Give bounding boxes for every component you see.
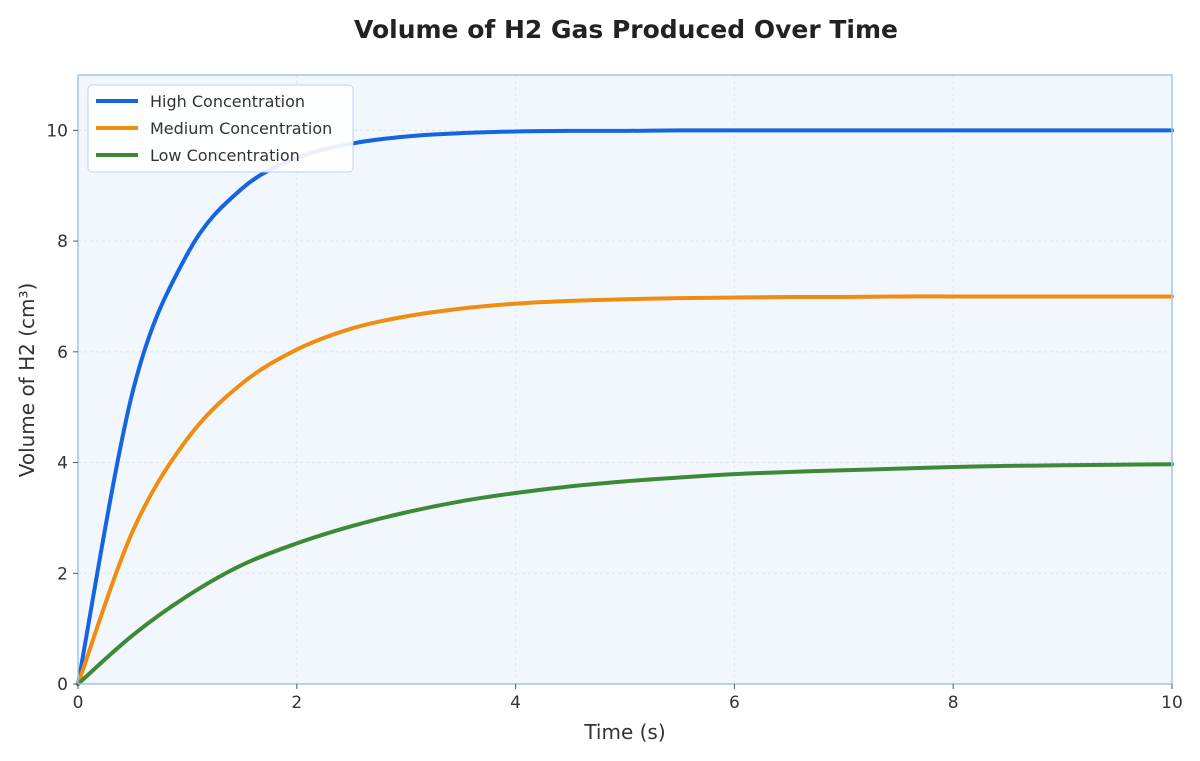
x-tick-label: 8 [948,693,959,713]
y-axis-ticks: 0 2 4 6 8 10 [46,121,78,695]
chart-title: Volume of H2 Gas Produced Over Time [354,15,898,44]
y-tick-label: 8 [57,232,68,252]
y-tick-label: 2 [57,564,68,584]
y-tick-label: 6 [57,343,68,363]
y-tick-label: 4 [57,454,68,474]
x-tick-label: 2 [291,693,302,713]
series-line-low [76,462,1174,686]
y-axis-label: Volume of H2 (cm³) [15,283,39,478]
series-line-high [76,128,1174,686]
legend-label-high: High Concentration [150,92,305,111]
x-tick-label: 0 [73,693,84,713]
y-tick-label: 0 [57,675,68,695]
series-line-medium [76,294,1174,686]
x-axis-label: Time (s) [583,720,665,744]
x-axis-ticks: 0 2 4 6 8 10 [73,684,1183,713]
plot-border [77,74,1173,685]
legend-box [87,84,354,173]
x-tick-label: 6 [729,693,740,713]
series-layer [76,128,1174,686]
legend-label-low: Low Concentration [150,146,300,165]
x-tick-label: 4 [510,693,521,713]
legend-label-medium: Medium Concentration [150,119,332,138]
y-tick-label: 10 [46,121,68,141]
legend: High Concentration Medium Concentration Lo… [87,84,354,173]
x-tick-label: 10 [1161,693,1183,713]
